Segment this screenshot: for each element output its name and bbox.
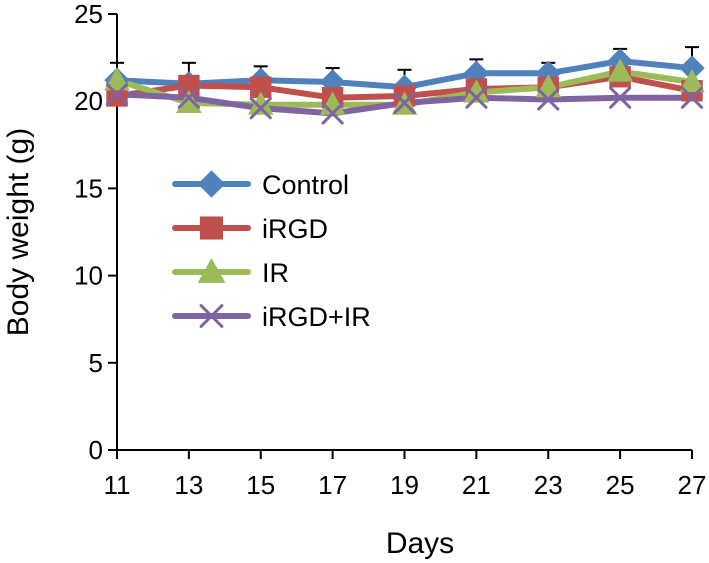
x-marker-stroke bbox=[321, 102, 344, 125]
data-point-irgd-ir bbox=[680, 86, 704, 109]
legend-label: Control bbox=[262, 170, 349, 200]
x-tick-label: 21 bbox=[462, 470, 491, 500]
x-marker-stroke bbox=[680, 86, 704, 109]
data-point-irgd-ir bbox=[537, 88, 560, 111]
x-marker-stroke bbox=[105, 83, 129, 106]
y-tick-label: 5 bbox=[89, 348, 103, 378]
legend-item-irgd: iRGD bbox=[172, 214, 328, 244]
x-marker-stroke bbox=[249, 97, 272, 120]
y-axis-title: Body weight (g) bbox=[2, 128, 35, 336]
legend-marker bbox=[199, 304, 224, 328]
data-point-irgd-ir bbox=[105, 83, 129, 106]
data-point-irgd-ir bbox=[249, 97, 272, 120]
x-axis-title: Days bbox=[386, 527, 454, 560]
legend-marker bbox=[197, 170, 226, 198]
data-point-irgd-ir bbox=[393, 91, 416, 115]
data-point-irgd-ir bbox=[465, 86, 488, 109]
x-marker-stroke bbox=[609, 86, 632, 109]
legend-label: IR bbox=[262, 258, 289, 288]
x-ticks: 11 13 15 17 19 21 23 25 27 bbox=[104, 450, 707, 500]
y-ticks: 0 5 10 15 20 25 bbox=[74, 0, 117, 465]
x-tick-label: 23 bbox=[534, 470, 563, 500]
y-tick-label: 20 bbox=[74, 86, 103, 116]
y-tick-label: 25 bbox=[74, 0, 103, 29]
data-point-irgd-ir bbox=[609, 86, 632, 109]
x-tick-label: 19 bbox=[390, 470, 419, 500]
x-tick-label: 27 bbox=[678, 470, 707, 500]
legend-label: iRGD+IR bbox=[262, 302, 371, 332]
x-marker-stroke bbox=[465, 86, 488, 109]
x-marker-stroke bbox=[177, 86, 200, 109]
legend-item-control: Control bbox=[172, 170, 349, 200]
series-markers bbox=[104, 48, 705, 125]
x-marker-stroke bbox=[537, 88, 560, 111]
data-point-ir bbox=[104, 67, 130, 91]
legend: Control iRGD IR iRGD+IR bbox=[172, 170, 371, 332]
data-point-irgd-ir bbox=[321, 102, 344, 125]
y-tick-label: 10 bbox=[74, 261, 103, 291]
x-tick-label: 15 bbox=[246, 470, 275, 500]
legend-label: iRGD bbox=[262, 214, 328, 244]
y-tick-label: 15 bbox=[74, 173, 103, 203]
x-marker-stroke bbox=[393, 91, 416, 115]
y-tick-label: 0 bbox=[89, 435, 103, 465]
data-point-irgd-ir bbox=[177, 86, 200, 109]
legend-marker bbox=[199, 216, 224, 240]
legend-item-ir: IR bbox=[172, 257, 289, 288]
x-tick-label: 25 bbox=[606, 470, 635, 500]
data-point-ir bbox=[679, 68, 705, 93]
data-point-ir bbox=[607, 58, 633, 82]
x-marker-stroke bbox=[199, 304, 224, 328]
x-tick-label: 11 bbox=[104, 470, 131, 500]
legend-marker bbox=[197, 257, 226, 283]
x-tick-label: 13 bbox=[174, 470, 203, 500]
x-tick-label: 17 bbox=[318, 470, 347, 500]
legend-item-irgd-ir: iRGD+IR bbox=[172, 302, 371, 332]
